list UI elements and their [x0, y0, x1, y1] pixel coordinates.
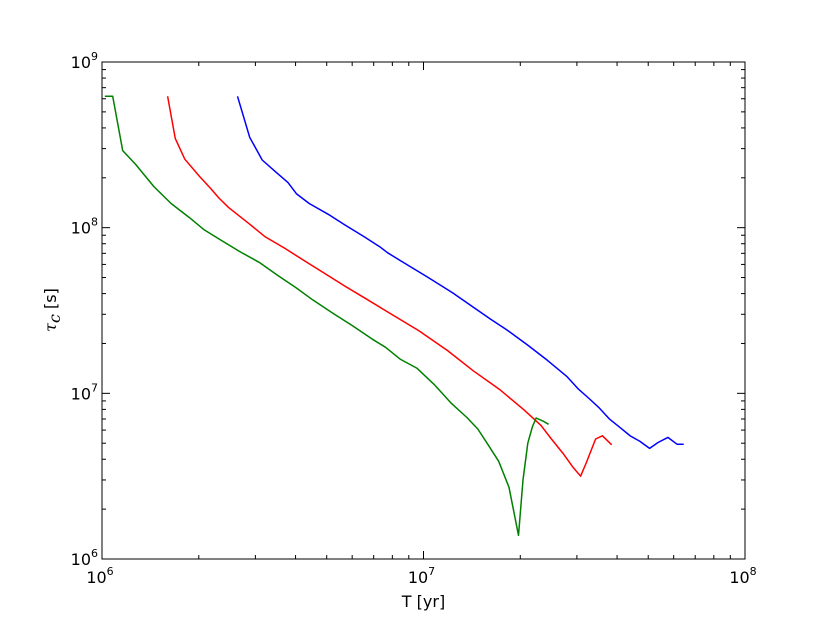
- y-axis-label-symbol: τ: [41, 322, 60, 332]
- plot-frame: [101, 61, 746, 560]
- y-tick-label: 108: [71, 216, 98, 238]
- series-line-2: [166, 96, 613, 477]
- y-axis-label-unit: [s]: [41, 288, 60, 309]
- series-layer: [104, 95, 684, 537]
- svg-text:τc[s]: τc [s]: [41, 288, 64, 332]
- x-tick-label: 106: [86, 565, 113, 587]
- x-tick-label: 107: [408, 565, 435, 587]
- x-tick-label: 108: [729, 565, 756, 587]
- y-axis-label: τc [s]: [41, 288, 64, 332]
- series-line-1: [236, 96, 684, 450]
- tick-layer: [101, 61, 746, 560]
- series-line-3: [104, 95, 549, 537]
- y-tick-label: 107: [71, 381, 98, 403]
- x-axis-label: T [yr]: [401, 592, 445, 611]
- y-tick-label: 109: [71, 50, 98, 72]
- plot-area: [102, 62, 745, 559]
- y-tick-label: 106: [71, 547, 98, 569]
- tick-label-layer: 106 107 108 106 107 108 109: [71, 50, 757, 587]
- y-axis-label-subscript: c: [45, 314, 64, 323]
